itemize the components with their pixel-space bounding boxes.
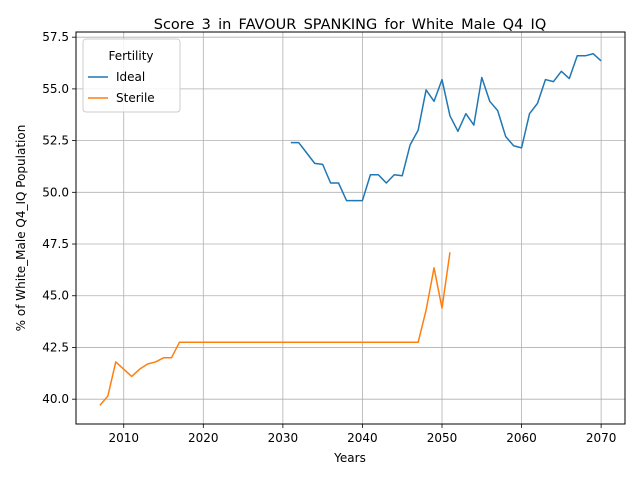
legend: Fertility Ideal Sterile xyxy=(82,38,181,113)
grid-lines xyxy=(76,32,625,424)
x-tick-label: 2040 xyxy=(347,431,378,445)
chart-title: Score_3_in_FAVOUR_SPANKING_for_White_Mal… xyxy=(154,17,547,33)
x-tick-label: 2010 xyxy=(108,431,139,445)
x-tick-label: 2070 xyxy=(586,431,617,445)
y-tick-label: 45.0 xyxy=(42,289,69,303)
y-tick-label: 57.5 xyxy=(42,30,69,44)
legend-box xyxy=(82,38,181,113)
x-tick-label: 2050 xyxy=(427,431,458,445)
x-tick-label: 2030 xyxy=(268,431,299,445)
legend-label-sterile: Sterile xyxy=(116,91,155,105)
legend-title: Fertility xyxy=(108,49,153,63)
y-tick-label: 47.5 xyxy=(42,237,69,251)
x-tick-label: 2060 xyxy=(506,431,537,445)
y-tick-label: 42.5 xyxy=(42,340,69,354)
y-axis-label: % of White_Male Q4_IQ Population xyxy=(14,125,28,332)
legend-label-ideal: Ideal xyxy=(116,70,145,84)
y-tick-label: 40.0 xyxy=(42,392,69,406)
y-tick-label: 55.0 xyxy=(42,82,69,96)
series-line-sterile xyxy=(99,252,451,406)
plot-frame xyxy=(75,31,626,425)
series-layer xyxy=(99,52,602,406)
y-axis-ticks: 40.0 42.5 45.0 47.5 50.0 52.5 55.0 57.5 xyxy=(42,30,76,406)
x-tick-label: 2020 xyxy=(188,431,219,445)
y-tick-label: 50.0 xyxy=(42,185,69,199)
x-axis-label: Years xyxy=(333,451,366,465)
x-axis-ticks: 2010 2020 2030 2040 2050 2060 2070 xyxy=(108,424,616,445)
y-tick-label: 52.5 xyxy=(42,134,69,148)
series-line-ideal xyxy=(290,52,602,202)
